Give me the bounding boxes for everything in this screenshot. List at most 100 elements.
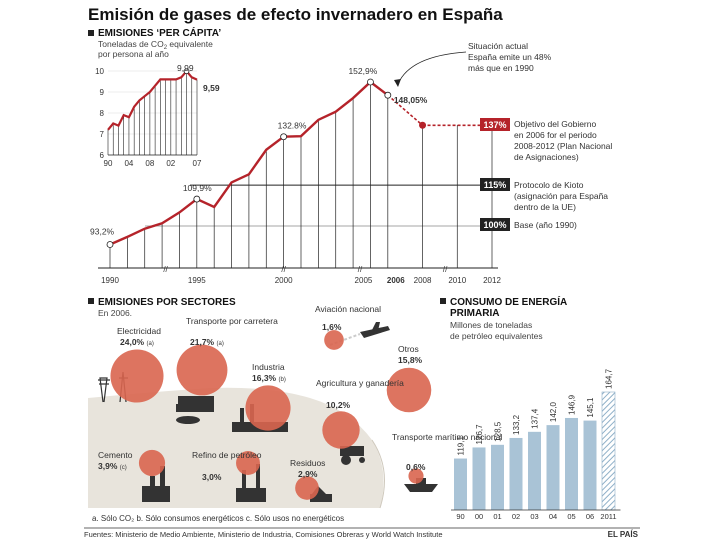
index-point-2000: [280, 133, 288, 141]
badge-kioto: [480, 178, 510, 191]
energy-bar-value-label: 133,2: [512, 414, 521, 435]
annotation-base: Base (año 1990): [514, 220, 577, 230]
energy-bar-value-label: 164,7: [605, 368, 614, 389]
energy-bar-06: [583, 420, 597, 510]
index-point-label-2000: 132.8%: [278, 121, 307, 131]
index-point-label-1990: 93,2%: [90, 227, 115, 237]
sector-label-aviacion: Aviación nacional: [315, 304, 381, 314]
sector-bubble-3: [324, 330, 344, 350]
section-bullet: [440, 298, 446, 304]
sources: Fuentes: Ministerio de Medio Ambiente, M…: [84, 530, 442, 539]
annotation-arrow-head: [394, 79, 401, 87]
pc-ytick-label: 6: [100, 151, 105, 160]
refinery-icon: [236, 464, 266, 502]
tractor-icon: [340, 446, 365, 465]
pc-peak-point: [183, 68, 190, 75]
per-capita-subtitle-2: por persona al año: [98, 49, 169, 59]
badge-objetivo: [480, 118, 510, 131]
consumo-heading-2: PRIMARIA: [450, 308, 499, 319]
sectores-heading: EMISIONES POR SECTORES: [98, 297, 236, 308]
energy-bar-2011: [601, 391, 616, 511]
pc-xtick-label: 90: [104, 159, 113, 168]
sector-bubbles: [110, 330, 432, 500]
annotation-situacion-1: Situación actual: [468, 41, 528, 51]
energy-bar-01: [491, 444, 504, 510]
sector-label-electricidad: Electricidad: [117, 326, 161, 336]
annotation-situacion-3: más que en 1990: [468, 63, 534, 73]
annotation-kioto-2: (asignación para España: [514, 191, 608, 201]
pc-ytick-label: 8: [100, 109, 105, 118]
energy-bar-category-label: 2011: [600, 512, 616, 521]
sector-value-transporte: 21,7% (a): [190, 337, 224, 347]
index-xtick-label: 2005: [355, 276, 373, 285]
energy-bar-value-label: 137,4: [531, 408, 540, 429]
annotation-objetivo-4: de Asignaciones): [514, 152, 579, 162]
badge-base-text: 100%: [483, 220, 506, 230]
car-icon: [176, 416, 200, 424]
sector-label-residuos: Residuos: [290, 458, 325, 468]
badge-kioto-text: 115%: [484, 180, 507, 190]
annotation-situacion-2: España emite un 48%: [468, 52, 552, 62]
sector-value-industria: 16,3% (b): [252, 373, 286, 383]
energy-bar-category-label: 04: [549, 512, 557, 521]
pc-xtick-label: 04: [124, 159, 133, 168]
axis-break-mark: //: [443, 265, 448, 274]
index-xtick-label: 1995: [188, 276, 206, 285]
section-bullet: [88, 30, 94, 36]
per-capita-peak-label: 9,99: [177, 63, 194, 73]
badge-base: [480, 218, 510, 231]
index-point-2006: [384, 91, 392, 99]
sector-label-maritimo: Transporte marítimo nacional: [392, 432, 502, 442]
energy-bar-category-label: 05: [567, 512, 575, 521]
annotation-objetivo-2: en 2006 for el periodo: [514, 130, 597, 140]
credit: EL PAÍS: [608, 530, 639, 539]
truck-icon: [178, 396, 214, 412]
consumo-subtitle-1: Millones de toneladas: [450, 320, 532, 330]
coastline: [371, 439, 385, 509]
sector-value-electricidad: 24,0% (a): [120, 337, 154, 347]
index-series-line: [109, 80, 389, 246]
energy-bar-value-label: 126,7: [475, 424, 484, 445]
sector-value-refino: 3,0%: [202, 472, 222, 482]
pc-ytick-label: 9: [100, 88, 105, 97]
sector-bubble-4: [386, 367, 432, 413]
axis-break-mark: //: [163, 265, 168, 274]
annotation-kioto-1: Protocolo de Kioto: [514, 180, 584, 190]
pc-xtick-label: 07: [193, 159, 202, 168]
target-transition-line: [387, 94, 424, 126]
sector-label-industria: Industria: [252, 362, 285, 372]
sector-bubble-5: [322, 411, 360, 449]
index-point-label-2006: 148,05%: [394, 95, 428, 105]
sector-value-cemento: 3,9% (c): [98, 461, 127, 471]
index-xtick-label: 2000: [275, 276, 293, 285]
axis-break-mark: //: [281, 265, 286, 274]
sector-bubble-2: [245, 385, 291, 431]
index-xtick-label: 2010: [448, 276, 466, 285]
sector-label-agricultura: Agricultura y ganadería: [316, 378, 404, 388]
sector-bubble-0: [110, 349, 164, 403]
index-point-label-1995: 109,9%: [183, 183, 212, 193]
sector-label-cemento: Cemento: [98, 450, 133, 460]
index-xtick-label: 2006: [387, 276, 405, 285]
airplane-icon: [360, 322, 390, 338]
sector-label-transporte: Transporte por carretera: [186, 316, 278, 326]
sector-value-aviacion: 1,6%: [322, 322, 342, 332]
page-title: Emisión de gases de efecto invernadero e…: [88, 5, 503, 24]
sectores-footnote: a. Sólo CO₂ b. Sólo consumos energéticos…: [92, 514, 344, 523]
energy-bar-00: [472, 447, 486, 510]
energy-bar-category-label: 90: [456, 512, 464, 521]
sector-bubble-9: [408, 468, 424, 484]
truck-cab-icon: [176, 404, 184, 412]
index-xtick-label: 2012: [483, 276, 501, 285]
sector-label-otros: Otros: [398, 344, 419, 354]
axis-break-mark: //: [358, 265, 363, 274]
consumo-heading-1: CONSUMO DE ENERGÍA: [450, 295, 567, 308]
pc-ytick-label: 10: [95, 67, 104, 76]
emissions-index-chart: 93,2% 109,9% 132.8% 152,9% 148,05% 1990 1995 20…: [90, 66, 501, 285]
energy-bar-value-label: 146,9: [568, 394, 577, 415]
energy-bar-03: [528, 431, 541, 510]
pc-series-line: [107, 69, 198, 131]
target-point: [419, 121, 427, 129]
annotation-objetivo-3: 2008-2012 (Plan Nacional: [514, 141, 612, 151]
sector-value-agricultura: 10,2%: [326, 400, 351, 410]
